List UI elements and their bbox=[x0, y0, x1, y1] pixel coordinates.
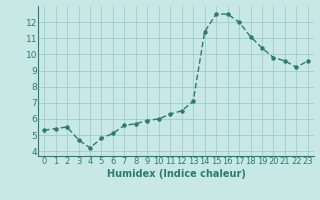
X-axis label: Humidex (Indice chaleur): Humidex (Indice chaleur) bbox=[107, 169, 245, 179]
